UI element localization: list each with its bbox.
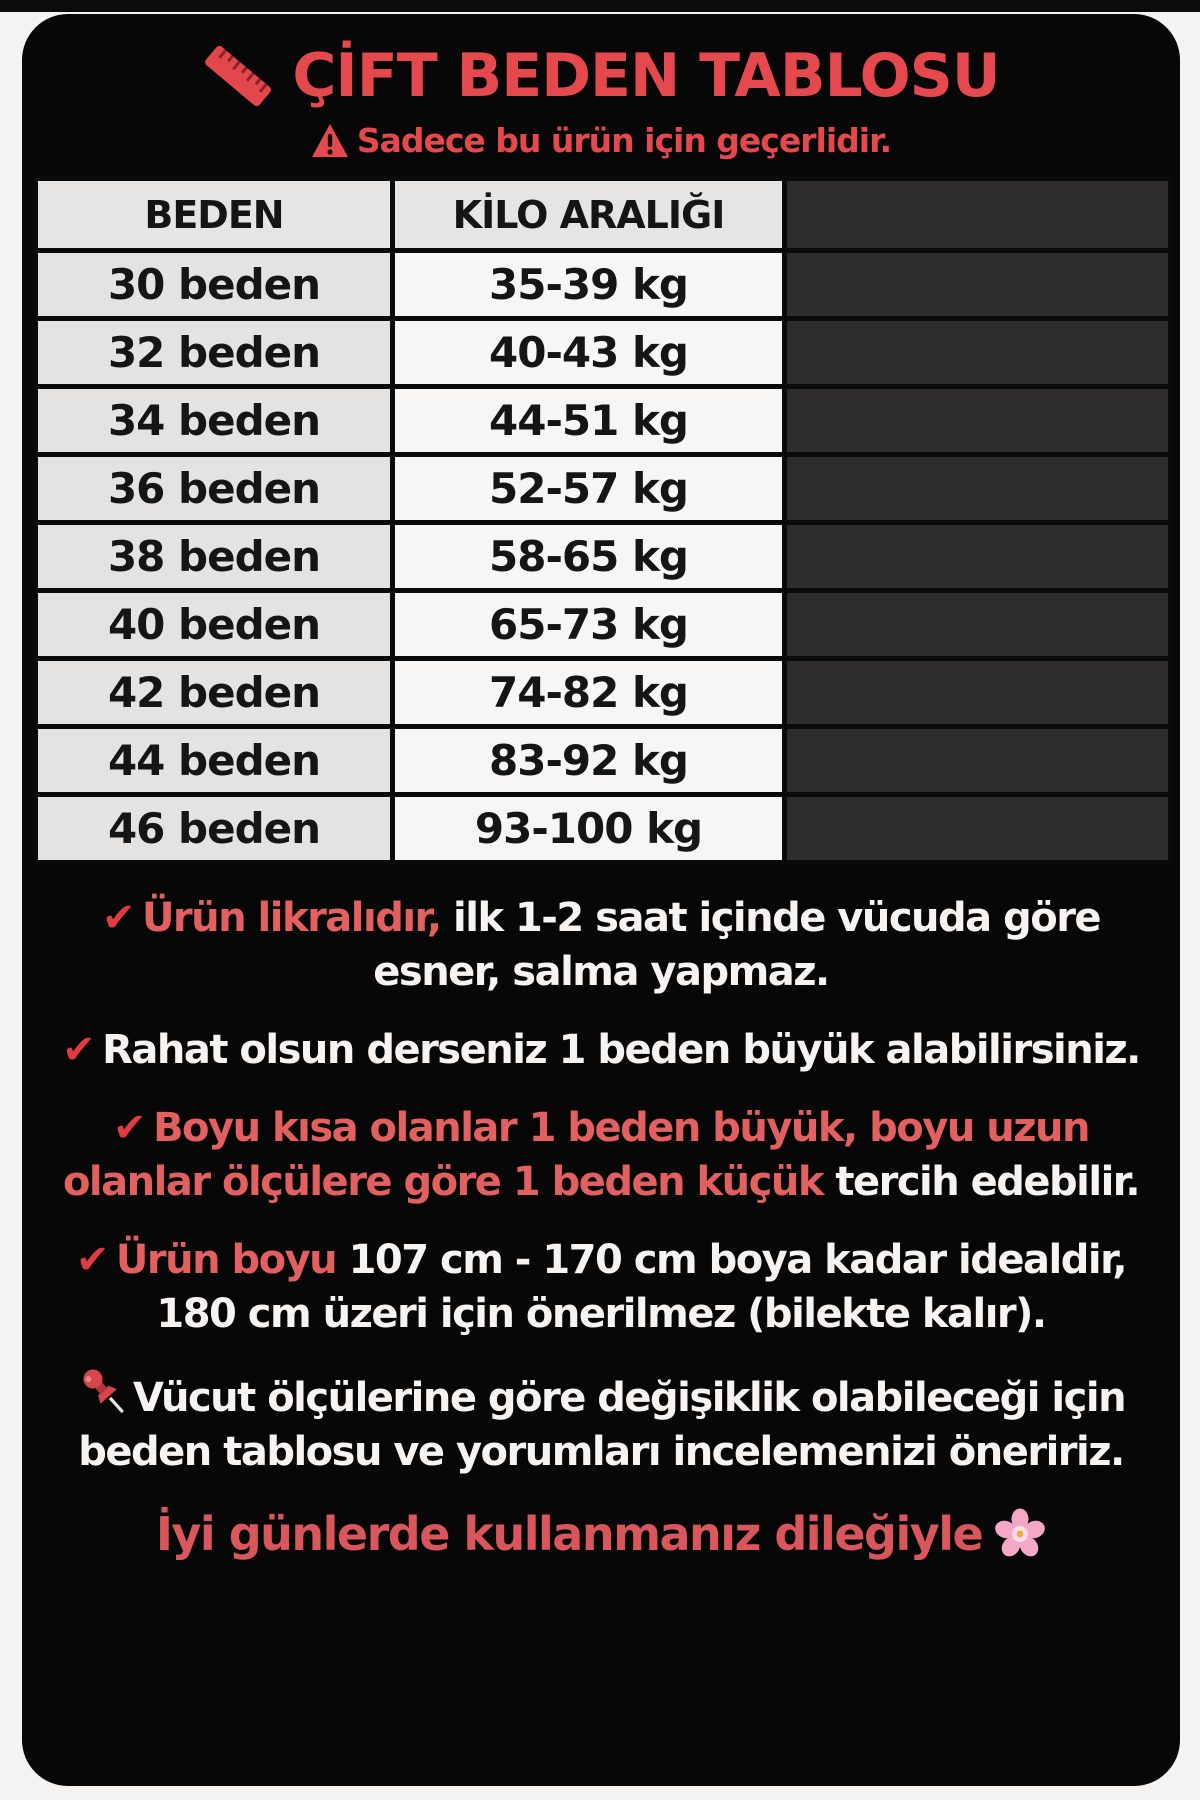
note-item: Ürün likralıdır, ilk 1-2 saat içinde vüc… [55, 891, 1147, 999]
table-cell: 44 beden [33, 724, 395, 797]
note-item: Boyu kısa olanlar 1 beden büyük, boyu uz… [55, 1101, 1147, 1209]
check-icon [76, 1237, 108, 1283]
table-cell: 36 beden [33, 452, 395, 525]
table-cell: 40 beden [33, 588, 395, 661]
note-text-segment: tercih edebilir. [822, 1159, 1140, 1205]
size-table-header-cell: BEDEN [33, 176, 395, 253]
empty-cell [782, 520, 1173, 593]
size-table-header-cell: KİLO ARALIĞI [390, 176, 787, 253]
table-row: 46 beden 93-100 kg [33, 792, 1173, 865]
footer-row: İyi günlerde kullanmanız dileğiyle [22, 1507, 1180, 1561]
table-row: 38 beden 58-65 kg [33, 520, 1173, 593]
empty-cell [782, 724, 1173, 797]
check-icon [102, 895, 134, 941]
table-row: 32 beden 40-43 kg [33, 316, 1173, 389]
empty-cell [782, 248, 1173, 321]
size-table-head: BEDEN KİLO ARALIĞI [33, 176, 1173, 253]
table-cell: 93-100 kg [390, 792, 787, 865]
check-icon [62, 1027, 94, 1073]
check-icon [113, 1105, 145, 1151]
empty-cell [782, 792, 1173, 865]
table-row: 34 beden 44-51 kg [33, 384, 1173, 457]
top-strip [0, 0, 1200, 12]
ruler-icon [205, 45, 272, 107]
table-cell: 44-51 kg [390, 384, 787, 457]
note-text-segment: 107 cm - 170 cm boya kadar idealdir, 180… [156, 1237, 1127, 1337]
table-cell: 65-73 kg [390, 588, 787, 661]
note-text-segment: Boyu kısa olanlar 1 beden büyük, boyu uz… [62, 1105, 1090, 1205]
notes-list: Ürün likralıdır, ilk 1-2 saat içinde vüc… [22, 891, 1180, 1479]
warning-row: Sadece bu ürün için geçerlidir. [22, 118, 1180, 162]
table-cell: 83-92 kg [390, 724, 787, 797]
table-cell: 30 beden [33, 248, 395, 321]
table-cell: 32 beden [33, 316, 395, 389]
table-cell: 38 beden [33, 520, 395, 593]
table-row: 44 beden 83-92 kg [33, 724, 1173, 797]
table-cell: 40-43 kg [390, 316, 787, 389]
empty-cell [782, 316, 1173, 389]
note-text-segment: Ürün boyu [115, 1237, 338, 1283]
note-item: Ürün boyu 107 cm - 170 cm boya kadar ide… [55, 1233, 1147, 1341]
size-table: BEDEN KİLO ARALIĞI 30 beden 35-39 kg 32 bed… [33, 176, 1173, 865]
table-cell: 74-82 kg [390, 656, 787, 729]
empty-cell [782, 588, 1173, 661]
note-text-segment: ilk 1-2 saat içinde vücuda göre esner, s… [373, 895, 1101, 995]
footer-text: İyi günlerde kullanmanız dileğiyle [155, 1507, 984, 1561]
note-item: Rahat olsun derseniz 1 beden büyük alabi… [55, 1023, 1147, 1077]
note-item: Vücut ölçülerine göre değişiklik olabile… [55, 1365, 1147, 1479]
table-row: 42 beden 74-82 kg [33, 656, 1173, 729]
empty-cell [782, 384, 1173, 457]
table-row: 40 beden 65-73 kg [33, 588, 1173, 661]
size-table-header-row: BEDEN KİLO ARALIĞI [33, 176, 1173, 253]
pushpin-icon [83, 1369, 124, 1414]
note-text-segment: Rahat olsun derseniz 1 beden büyük alabi… [102, 1027, 1141, 1073]
warning-text: Sadece bu ürün için geçerlidir. [356, 120, 892, 160]
table-cell: 46 beden [33, 792, 395, 865]
table-cell: 58-65 kg [390, 520, 787, 593]
size-table-body: 30 beden 35-39 kg 32 beden 40-43 kg 34 beden… [33, 248, 1173, 865]
table-cell: 42 beden [33, 656, 395, 729]
table-row: 30 beden 35-39 kg [33, 248, 1173, 321]
title-row: ÇİFT BEDEN TABLOSU [22, 34, 1180, 118]
empty-cell [782, 656, 1173, 729]
table-cell: 34 beden [33, 384, 395, 457]
table-cell: 35-39 kg [390, 248, 787, 321]
table-row: 36 beden 52-57 kg [33, 452, 1173, 525]
table-cell: 52-57 kg [390, 452, 787, 525]
warning-triangle-icon [311, 124, 348, 157]
page-title: ÇİFT BEDEN TABLOSU [292, 41, 1000, 111]
size-table-header-cell [782, 176, 1173, 253]
flower-icon [995, 1508, 1045, 1557]
size-chart-card: ÇİFT BEDEN TABLOSU Sadece bu ürün için g… [22, 14, 1180, 1786]
note-text-segment: Vücut ölçülerine göre değişiklik olabile… [78, 1375, 1126, 1475]
empty-cell [782, 452, 1173, 525]
note-text-segment: Ürün likralıdır, [141, 895, 442, 941]
